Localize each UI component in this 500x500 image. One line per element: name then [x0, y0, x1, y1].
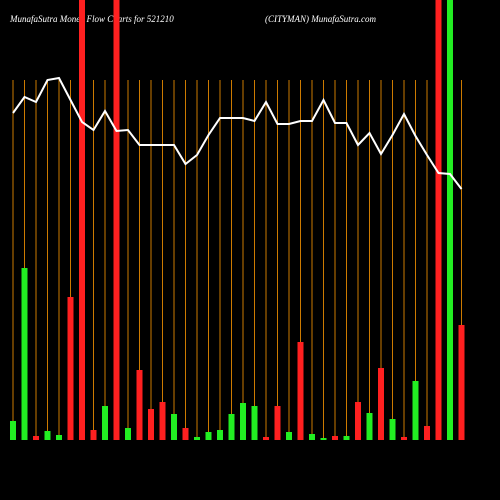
chart-title: MunafaSutra Money Flow Charts for 521210 — [9, 14, 174, 24]
bar — [228, 414, 235, 440]
bar — [447, 0, 453, 440]
bar — [113, 0, 120, 440]
bar — [148, 409, 154, 440]
bar — [286, 432, 292, 440]
bar — [90, 430, 97, 440]
bar — [33, 436, 39, 440]
bar — [194, 437, 200, 440]
bar — [320, 438, 327, 440]
bar — [21, 268, 28, 440]
bar — [332, 436, 338, 440]
bar — [389, 419, 396, 440]
bar — [240, 403, 246, 440]
bar — [263, 437, 269, 440]
bar — [56, 435, 62, 440]
chart-subtitle: (CITYMAN) MunafaSutra.com — [265, 14, 376, 24]
bar — [67, 297, 74, 440]
bar — [102, 406, 108, 440]
bar — [378, 368, 384, 440]
bar — [297, 342, 304, 440]
bar — [343, 436, 350, 440]
bar — [424, 426, 430, 440]
bar — [458, 325, 465, 440]
bar — [159, 402, 166, 440]
bar — [274, 406, 281, 440]
bar — [125, 428, 131, 440]
bar — [10, 421, 16, 440]
bar — [401, 437, 407, 440]
bar — [412, 381, 419, 440]
bar — [171, 414, 177, 440]
bar — [205, 432, 212, 440]
bar — [435, 0, 442, 440]
bar — [182, 428, 189, 440]
bar — [217, 430, 223, 440]
line — [12, 76, 463, 190]
bar — [309, 434, 315, 440]
bar — [44, 431, 51, 440]
bar — [355, 402, 361, 440]
bar — [79, 0, 85, 440]
bar — [136, 370, 143, 440]
bar — [366, 413, 373, 440]
bar — [251, 406, 258, 440]
